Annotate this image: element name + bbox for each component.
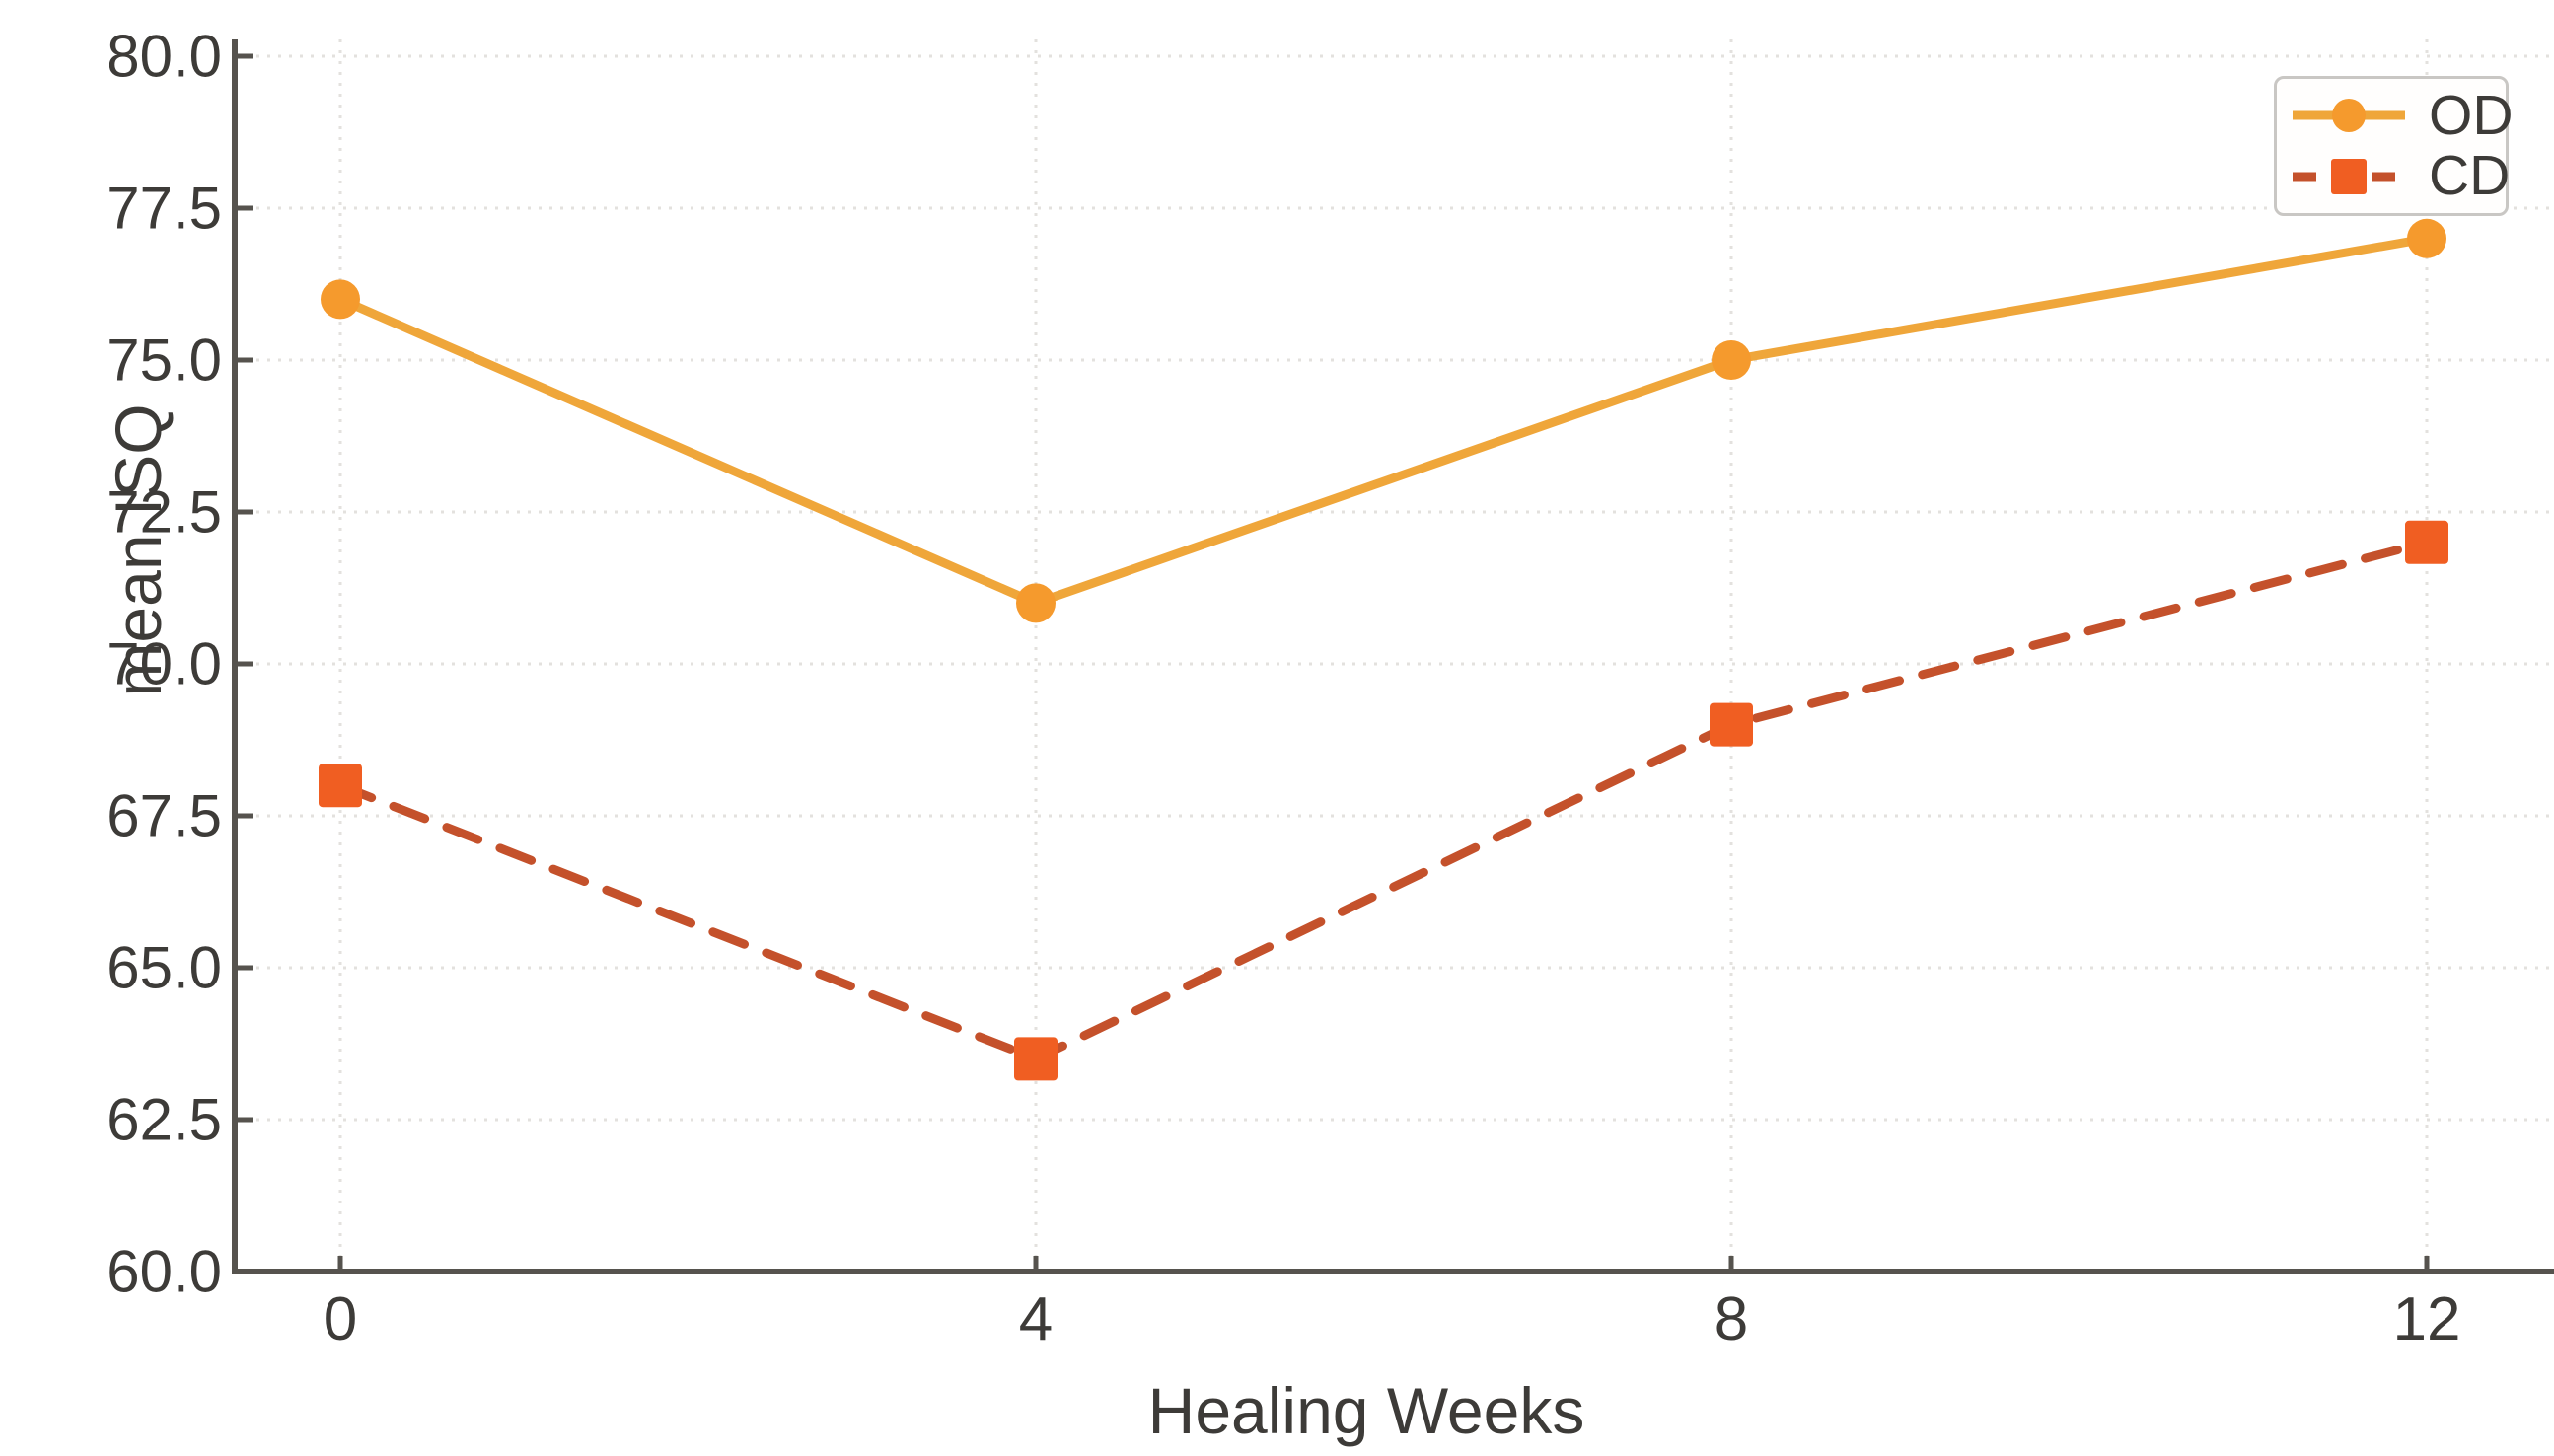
legend-label: CD — [2429, 144, 2511, 208]
y-axis-title: mean ISQ — [102, 403, 175, 697]
x-tick-label: 12 — [2392, 1285, 2461, 1353]
y-tick-label: 77.5 — [107, 175, 222, 242]
data-point-od — [321, 279, 360, 320]
series-line-cd — [335, 538, 2432, 1063]
y-tick-label: 75.0 — [107, 327, 222, 394]
series-line-od — [335, 234, 2432, 608]
y-tick-label: 80.0 — [107, 23, 222, 90]
y-tick-label: 72.5 — [107, 478, 222, 546]
legend: OD CD — [2274, 76, 2514, 216]
data-point-cd — [1014, 1037, 1058, 1081]
data-point-od — [2407, 218, 2446, 258]
x-tick-label: 4 — [1018, 1285, 1054, 1353]
x-axis-title: Healing Weeks — [1147, 1374, 1585, 1447]
legend-label: OD — [2429, 83, 2514, 147]
data-point-od — [1016, 583, 1056, 623]
data-point-cd — [1710, 702, 1753, 747]
x-tick-label: 0 — [323, 1285, 358, 1353]
solid-line-circle-marker-icon — [2293, 99, 2405, 133]
data-point-cd — [2405, 520, 2448, 564]
y-tick-label: 70.0 — [107, 630, 222, 697]
data-point-cd — [319, 764, 362, 808]
legend-item-cd: CD — [2291, 148, 2510, 204]
y-tick-label: 60.0 — [107, 1238, 222, 1305]
data-point-od — [1712, 340, 1751, 380]
dashed-line-square-marker-icon — [2293, 158, 2405, 194]
y-tick-label: 62.5 — [107, 1086, 222, 1153]
x-tick-label: 8 — [1714, 1285, 1749, 1353]
y-tick-label: 65.0 — [107, 934, 222, 1001]
legend-item-od: OD — [2291, 87, 2514, 144]
y-tick-label: 67.5 — [107, 782, 222, 849]
